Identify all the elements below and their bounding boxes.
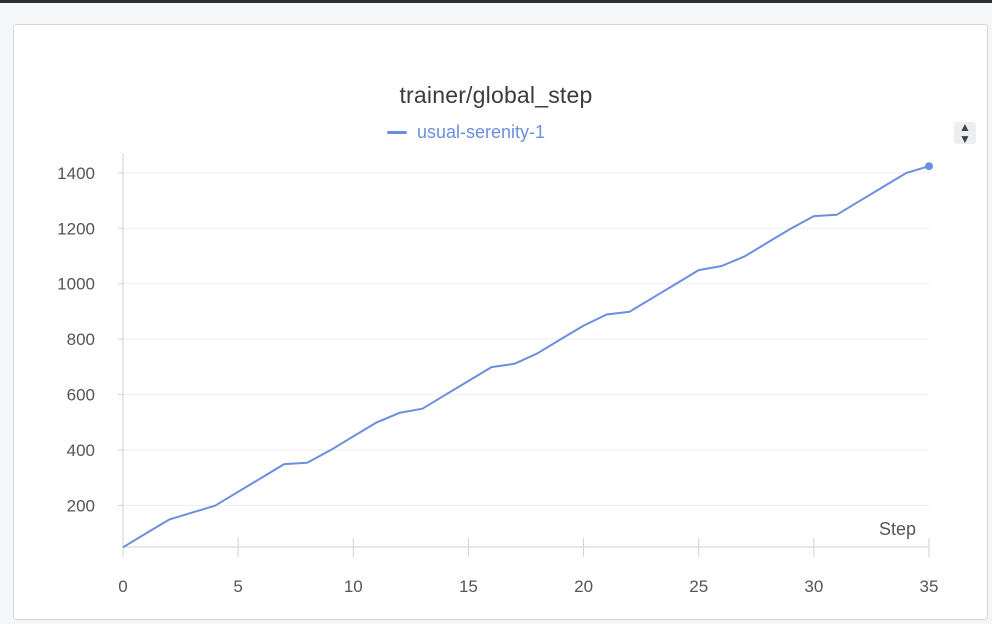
sort-arrows-icon: ▲ ▼ [959, 120, 971, 146]
series-endpoint [925, 162, 933, 171]
series-layer [122, 162, 933, 549]
axes [118, 153, 930, 557]
chart-title: trainer/global_step [399, 82, 593, 108]
tick-labels: 200 400 600 800 1000 1200 1400 0 5 10 15 20 25 30 35 [57, 164, 938, 596]
chart-panel [13, 24, 988, 620]
x-tick-label: 10 [344, 577, 363, 596]
x-tick-label: 25 [689, 577, 708, 596]
y-tick-label: 1000 [57, 275, 95, 294]
x-tick-label: 15 [459, 577, 478, 596]
series-line-usual-serenity-1 [122, 165, 930, 549]
x-tick-label: 5 [233, 577, 242, 596]
x-tick-label: 20 [574, 577, 593, 596]
y-tick-label: 1400 [57, 164, 95, 183]
y-tick-label: 1200 [57, 219, 95, 238]
legend-label[interactable]: usual-serenity-1 [417, 122, 546, 142]
sort-arrows-button[interactable]: ▲ ▼ [954, 120, 976, 146]
x-tick-label: 30 [804, 577, 823, 596]
y-tick-label: 400 [67, 441, 95, 460]
legend-swatch [387, 131, 407, 134]
y-tick-label: 800 [67, 330, 95, 349]
x-axis-label: Step [879, 519, 916, 539]
y-tick-label: 200 [67, 496, 95, 515]
grid-lines [123, 172, 929, 506]
x-tick-label: 35 [920, 577, 939, 596]
top-bar [0, 0, 992, 3]
y-tick-label: 600 [67, 386, 95, 405]
x-tick-label: 0 [118, 577, 127, 596]
legend[interactable]: usual-serenity-1 [387, 122, 545, 143]
